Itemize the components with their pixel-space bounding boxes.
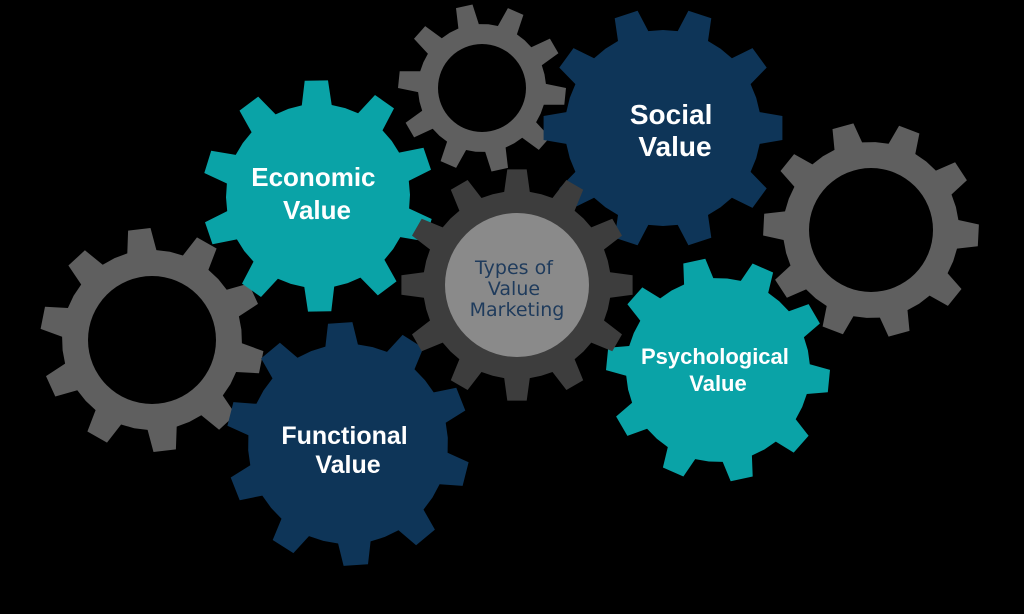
psychological-label-line-2: Value [689,371,746,396]
social-label-line-2: Value [638,131,711,162]
social-label-line-1: Social [630,99,712,130]
gear-center: Types of Value Marketing [401,169,633,401]
gear-center-hub [445,213,589,357]
gear-top-gray-hole [438,44,526,132]
social-label: Social Value [630,99,720,162]
gear-left-gray [40,228,264,452]
gear-social-value: Social Value [543,10,783,246]
center-label-line-1: Types of [474,257,554,279]
psychological-label: Psychological Value [641,344,795,396]
gear-functional-body [227,322,469,566]
gear-functional-value: Functional Value [227,322,469,566]
gear-psychological-value: Psychological Value [606,258,830,482]
functional-label: Functional Value [281,422,414,479]
functional-label-line-2: Value [315,451,380,479]
gear-economic-body [204,80,432,312]
economic-label: Economic Value [251,162,382,225]
gear-psychological-body [606,258,830,482]
gear-right-gray-hole [809,168,933,292]
gear-right-gray [763,123,979,337]
gear-economic-value: Economic Value [204,80,432,312]
gear-top-gray [398,4,566,172]
economic-label-line-1: Economic [251,162,375,192]
economic-label-line-2: Value [283,195,351,225]
center-label-line-2: Value [488,278,540,300]
psychological-label-line-1: Psychological [641,344,789,369]
gear-social-body [543,10,783,246]
center-label: Types of Value Marketing [470,257,565,321]
gear-left-gray-hole [88,276,216,404]
center-label-line-3: Marketing [470,299,565,321]
functional-label-line-1: Functional [281,422,407,450]
